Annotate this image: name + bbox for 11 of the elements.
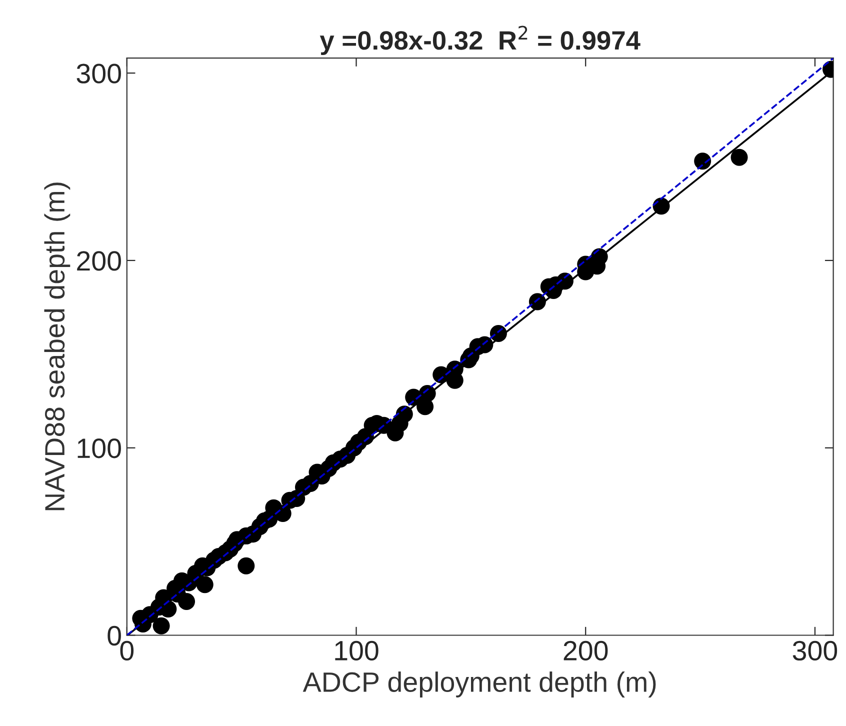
- x-tick-label: 300: [792, 640, 838, 661]
- y-tick-label: 200: [77, 251, 121, 271]
- y-tick-label: 0: [108, 626, 121, 646]
- y-axis-title: NAVD88 seabed depth (m): [44, 182, 70, 510]
- y-tick-label: 100: [78, 438, 121, 458]
- y-tick-label: 300: [76, 64, 121, 84]
- x-axis-title: ADCP deployment depth (m): [302, 672, 656, 698]
- x-tick-label: 100: [335, 640, 378, 661]
- x-tick-label: 0: [120, 640, 134, 661]
- x-tick-label: 200: [564, 640, 608, 661]
- chart-title: y =0.98x-0.32 R$^{2}$ = 0.9974: [320, 26, 640, 56]
